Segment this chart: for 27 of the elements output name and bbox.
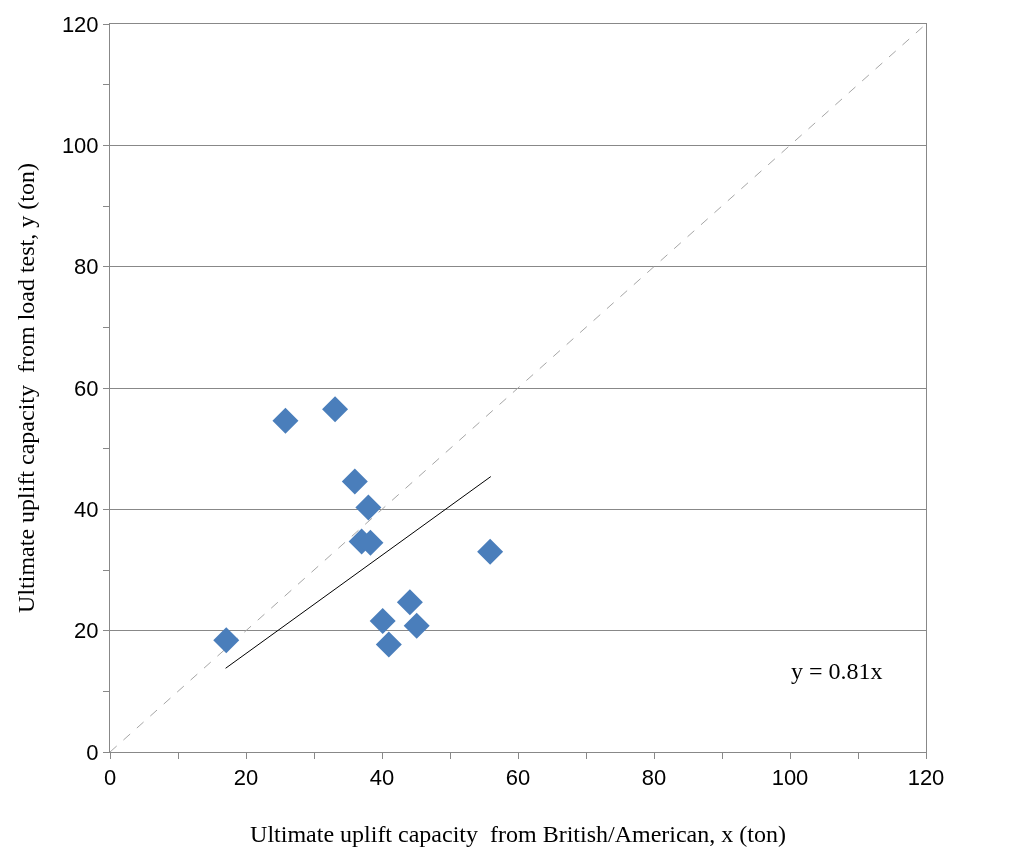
x-tick-label: 0 — [103, 765, 117, 791]
point — [272, 407, 299, 434]
x-tick-label: 120 — [907, 765, 945, 791]
point — [341, 468, 368, 495]
point — [403, 612, 430, 639]
x-tick-label: 20 — [233, 765, 259, 791]
point — [213, 627, 240, 654]
x-tick-label: 60 — [505, 765, 531, 791]
y-tick-label: 80 — [74, 254, 99, 280]
point — [322, 396, 349, 423]
point — [375, 631, 402, 658]
y-axis-title: Ultimate uplift capacity from load test, y (ton) — [12, 163, 39, 613]
y-tick-label: 120 — [61, 11, 99, 37]
y-tick-label: 100 — [61, 133, 99, 159]
y-tick-label: 60 — [74, 375, 99, 401]
x-tick-label: 80 — [641, 765, 667, 791]
y-tick-label: 0 — [86, 739, 99, 765]
point — [396, 589, 423, 616]
point — [477, 538, 504, 565]
point — [355, 494, 382, 521]
x-axis-title: Ultimate uplift capacity from British/American, x (ton) — [250, 820, 786, 847]
y-tick-label: 20 — [74, 618, 99, 644]
x-tick-label: 100 — [771, 765, 809, 791]
annotation: y = 0.81x — [791, 658, 883, 684]
y-tick-label: 40 — [74, 497, 99, 523]
x-tick-label: 40 — [369, 765, 395, 791]
point — [369, 607, 396, 634]
